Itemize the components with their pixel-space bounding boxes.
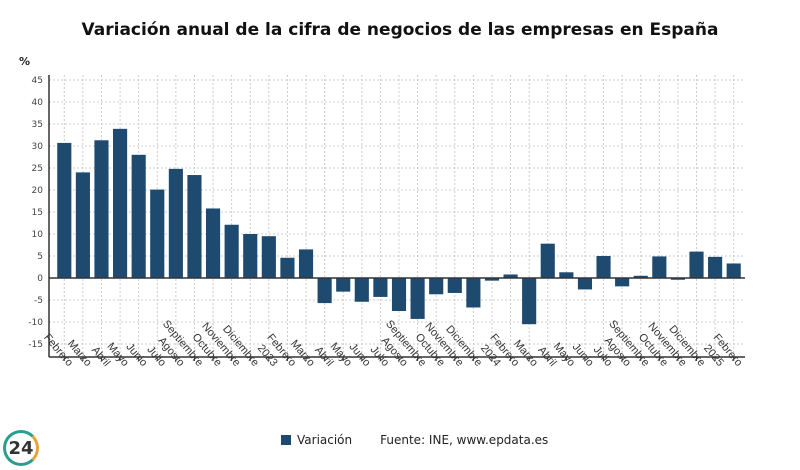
y-tick-label: -15 bbox=[28, 340, 43, 350]
y-tick-label: 30 bbox=[32, 142, 44, 152]
bar bbox=[150, 189, 165, 278]
y-tick-label: -5 bbox=[34, 296, 43, 306]
bar bbox=[205, 208, 221, 278]
bar bbox=[354, 278, 369, 302]
bar bbox=[336, 278, 351, 292]
y-tick-label: 10 bbox=[32, 230, 44, 240]
x-tick-label: Junio bbox=[570, 341, 596, 369]
bar bbox=[317, 278, 332, 304]
bar bbox=[670, 278, 685, 280]
bar bbox=[243, 234, 258, 278]
y-tick-label: 45 bbox=[32, 76, 43, 86]
bar bbox=[577, 278, 593, 290]
bar bbox=[633, 275, 648, 278]
bar bbox=[689, 251, 704, 278]
bar bbox=[522, 278, 537, 325]
bar bbox=[429, 278, 444, 295]
y-tick-label: 0 bbox=[37, 274, 43, 284]
legend: Variación Fuente: INE, www.epdata.es bbox=[281, 433, 548, 447]
y-tick-label: 15 bbox=[32, 208, 43, 218]
bar bbox=[503, 274, 518, 278]
bar bbox=[224, 224, 239, 278]
bar bbox=[94, 140, 109, 278]
source-note: Fuente: INE, www.epdata.es bbox=[380, 433, 549, 447]
bar bbox=[726, 263, 741, 278]
bar bbox=[484, 278, 500, 281]
bar bbox=[391, 278, 407, 311]
bar bbox=[466, 278, 481, 308]
y-tick-label: 5 bbox=[37, 252, 43, 262]
bar bbox=[652, 256, 667, 278]
bar bbox=[280, 257, 295, 278]
bar bbox=[131, 154, 146, 278]
y-axis-unit: % bbox=[19, 55, 31, 68]
bar bbox=[410, 278, 425, 319]
bar bbox=[373, 278, 388, 297]
bar bbox=[168, 168, 183, 278]
bar bbox=[298, 249, 314, 278]
bar bbox=[708, 256, 723, 278]
legend-label: Variación bbox=[297, 433, 353, 447]
logo: 24 bbox=[3, 430, 39, 466]
y-tick-label: 25 bbox=[32, 164, 43, 174]
bar bbox=[596, 256, 611, 278]
bar bbox=[261, 236, 276, 278]
chart: 454035302520151050-5-10-15FebreroMarzoAb… bbox=[28, 75, 745, 369]
bar bbox=[75, 172, 90, 278]
x-tick-label: Junio bbox=[123, 341, 149, 369]
legend-swatch bbox=[281, 435, 291, 445]
y-tick-label: 20 bbox=[32, 186, 44, 196]
bar bbox=[113, 128, 128, 278]
bar bbox=[57, 142, 72, 278]
y-tick-label: 40 bbox=[32, 98, 44, 108]
y-tick-label: -10 bbox=[28, 318, 43, 328]
bar bbox=[447, 278, 462, 293]
bar bbox=[615, 278, 630, 287]
x-tick-label: Junio bbox=[347, 341, 373, 369]
bar bbox=[540, 243, 555, 278]
bar bbox=[187, 175, 202, 278]
bar bbox=[559, 272, 574, 278]
chart-title: Variación anual de la cifra de negocios … bbox=[81, 20, 719, 40]
y-tick-label: 35 bbox=[32, 120, 43, 130]
